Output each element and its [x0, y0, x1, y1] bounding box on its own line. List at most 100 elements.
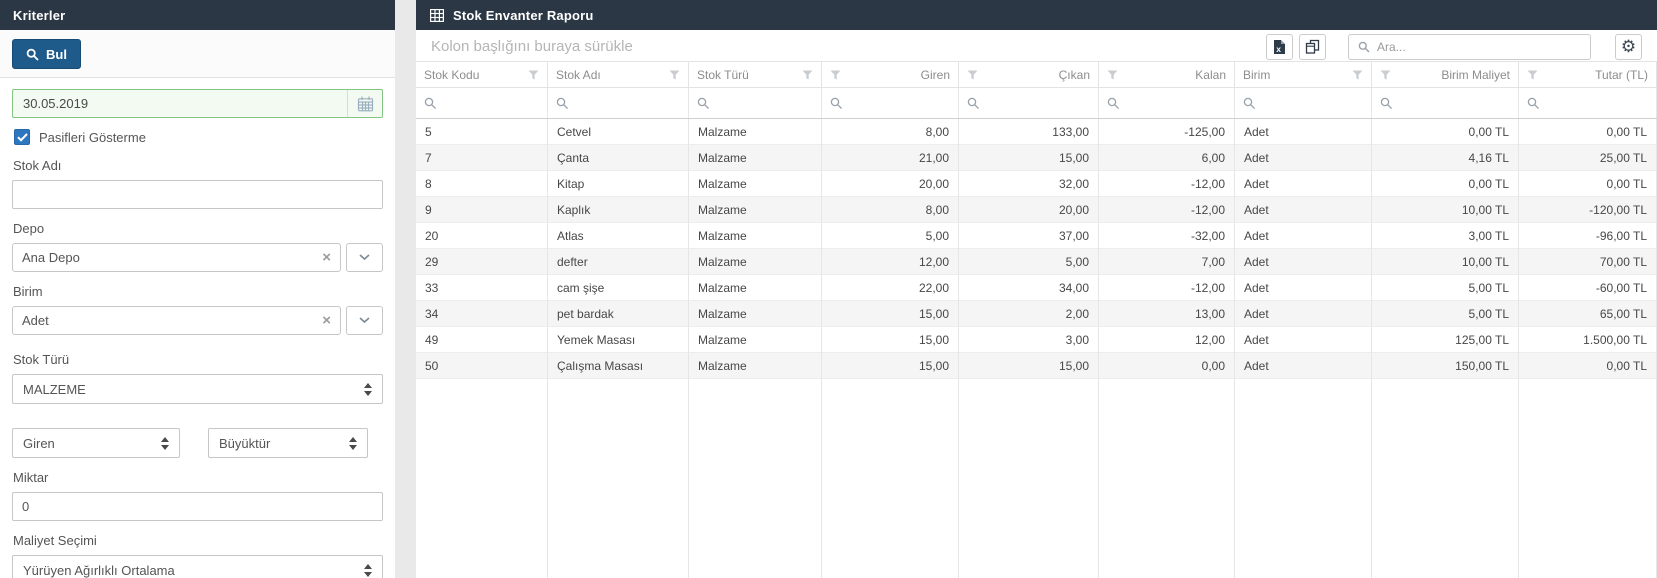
warehouse-dropdown-button[interactable]	[346, 243, 383, 272]
filter-funnel-icon[interactable]	[669, 70, 680, 80]
grid-toolbar: x ⚙	[1266, 33, 1642, 60]
filter-funnel-icon[interactable]	[1107, 70, 1118, 80]
cell-birim: Adet	[1235, 301, 1372, 327]
cell-stok-ad: Kitap	[548, 171, 689, 197]
search-icon	[967, 97, 980, 110]
column-header-stok-ad[interactable]: Stok Adı	[548, 62, 689, 87]
clear-x-icon[interactable]: ×	[322, 249, 331, 266]
filter-cell-kan[interactable]	[959, 88, 1099, 118]
empty-cell	[689, 379, 822, 578]
excel-export-button[interactable]: x	[1266, 33, 1293, 60]
unit-dropdown-button[interactable]	[346, 306, 383, 335]
find-button-label: Bul	[46, 46, 67, 62]
search-icon	[424, 97, 437, 110]
table-row[interactable]: 8 Kitap Malzame 20,00 32,00 -12,00 Adet 0,00 TL…	[416, 171, 1657, 197]
cell-birim: Adet	[1235, 197, 1372, 223]
cell-stok-kodu: 29	[416, 249, 548, 275]
clear-x-icon[interactable]: ×	[322, 312, 331, 329]
compare-field-select[interactable]: Giren	[12, 428, 180, 458]
cell-kan: 37,00	[959, 223, 1099, 249]
cell-stok-kodu: 20	[416, 223, 548, 249]
criteria-panel-title: Kriterler	[0, 0, 395, 30]
cell-birim-maliyet: 125,00 TL	[1372, 327, 1519, 353]
filter-cell-giren[interactable]	[822, 88, 959, 118]
column-header-stok-kodu[interactable]: Stok Kodu	[416, 62, 548, 87]
show-passives-label: Pasifleri Gösterme	[39, 129, 146, 145]
column-header-birim-maliyet[interactable]: Birim Maliyet	[1372, 62, 1519, 87]
filter-cell-stok-kodu[interactable]	[416, 88, 548, 118]
filter-cell-stok-t-r[interactable]	[689, 88, 822, 118]
table-row[interactable]: 49 Yemek Masası Malzame 15,00 3,00 12,00 Adet 1…	[416, 327, 1657, 353]
filter-funnel-icon[interactable]	[1352, 70, 1363, 80]
cell-tutar-tl: -120,00 TL	[1519, 197, 1657, 223]
stock-type-select[interactable]: MALZEME	[12, 374, 383, 404]
cell-birim: Adet	[1235, 353, 1372, 379]
filter-funnel-icon[interactable]	[528, 70, 539, 80]
settings-button[interactable]: ⚙	[1615, 33, 1642, 60]
compare-operator-select[interactable]: Büyüktür	[208, 428, 368, 458]
filter-funnel-icon[interactable]	[1380, 70, 1391, 80]
table-row[interactable]: 50 Çalışma Masası Malzame 15,00 15,00 0,00 Ade…	[416, 353, 1657, 379]
filter-cell-tutar-tl[interactable]	[1519, 88, 1657, 118]
table-row[interactable]: 34 pet bardak Malzame 15,00 2,00 13,00 Adet 5,0…	[416, 301, 1657, 327]
grid-search-input[interactable]	[1377, 39, 1581, 54]
cell-birim: Adet	[1235, 327, 1372, 353]
column-header-birim[interactable]: Birim	[1235, 62, 1372, 87]
search-icon	[556, 97, 569, 110]
filter-funnel-icon[interactable]	[802, 70, 813, 80]
table-row[interactable]: 33 cam şişe Malzame 22,00 34,00 -12,00 Adet 5,0…	[416, 275, 1657, 301]
filter-funnel-icon[interactable]	[967, 70, 978, 80]
calendar-icon[interactable]	[347, 90, 382, 117]
cell-giren: 12,00	[822, 249, 959, 275]
column-header-kan[interactable]: Çıkan	[959, 62, 1099, 87]
filter-cell-kalan[interactable]	[1099, 88, 1235, 118]
cell-stok-ad: defter	[548, 249, 689, 275]
date-value[interactable]: 30.05.2019	[23, 96, 89, 111]
table-row[interactable]: 5 Cetvel Malzame 8,00 133,00 -125,00 Adet 0,00 …	[416, 119, 1657, 145]
grid-header-row: Stok Kodu Stok Adı Stok Türü Giren Çıkan Kala…	[416, 61, 1657, 88]
cell-tutar-tl: 70,00 TL	[1519, 249, 1657, 275]
filter-cell-stok-ad[interactable]	[548, 88, 689, 118]
filter-cell-birim[interactable]	[1235, 88, 1372, 118]
group-drop-hint: Kolon başlığını buraya sürükle	[431, 38, 633, 55]
warehouse-combo-input[interactable]: Ana Depo ×	[12, 243, 341, 272]
unit-combo-input[interactable]: Adet ×	[12, 306, 341, 335]
cell-stok-ad: Çalışma Masası	[548, 353, 689, 379]
cell-stok-t-r: Malzame	[689, 197, 822, 223]
cell-kan: 32,00	[959, 171, 1099, 197]
stock-name-input[interactable]	[12, 180, 383, 209]
settings-gear-icon: ⚙	[1620, 37, 1637, 56]
grid-empty-area	[416, 379, 1657, 578]
show-passives-checkbox[interactable]	[14, 129, 30, 145]
filter-cell-birim-maliyet[interactable]	[1372, 88, 1519, 118]
table-row[interactable]: 29 defter Malzame 12,00 5,00 7,00 Adet 10,00 TL…	[416, 249, 1657, 275]
column-header-tutar-tl[interactable]: Tutar (TL)	[1519, 62, 1657, 87]
filter-funnel-icon[interactable]	[830, 70, 841, 80]
cost-method-select[interactable]: Yürüyen Ağırlıklı Ortalama	[12, 555, 383, 578]
spinner-icon	[161, 436, 169, 450]
find-button[interactable]: Bul	[12, 39, 81, 69]
cell-birim: Adet	[1235, 145, 1372, 171]
date-field[interactable]: 30.05.2019	[12, 89, 383, 118]
warehouse-label: Depo	[13, 221, 45, 236]
cell-kan: 3,00	[959, 327, 1099, 353]
cell-kan: 2,00	[959, 301, 1099, 327]
column-chooser-button[interactable]	[1299, 33, 1326, 60]
quantity-input[interactable]	[12, 492, 383, 521]
table-row[interactable]: 20 Atlas Malzame 5,00 37,00 -32,00 Adet 3,00 TL…	[416, 223, 1657, 249]
chevron-down-icon	[359, 317, 370, 324]
show-passives-row: Pasifleri Gösterme	[14, 129, 383, 145]
cell-stok-t-r: Malzame	[689, 145, 822, 171]
column-header-stok-t-r[interactable]: Stok Türü	[689, 62, 822, 87]
column-header-kalan[interactable]: Kalan	[1099, 62, 1235, 87]
warehouse-value: Ana Depo	[22, 250, 80, 265]
table-row[interactable]: 9 Kaplık Malzame 8,00 20,00 -12,00 Adet 10,00 T…	[416, 197, 1657, 223]
cell-kalan: 12,00	[1099, 327, 1235, 353]
cell-kan: 20,00	[959, 197, 1099, 223]
column-header-giren[interactable]: Giren	[822, 62, 959, 87]
filter-funnel-icon[interactable]	[1527, 70, 1538, 80]
stock-type-value: MALZEME	[23, 381, 86, 397]
cell-giren: 21,00	[822, 145, 959, 171]
cell-kalan: 7,00	[1099, 249, 1235, 275]
table-row[interactable]: 7 Çanta Malzame 21,00 15,00 6,00 Adet 4,16 TL 25…	[416, 145, 1657, 171]
